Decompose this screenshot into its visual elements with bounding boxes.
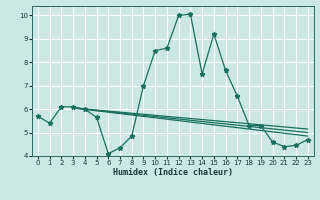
- X-axis label: Humidex (Indice chaleur): Humidex (Indice chaleur): [113, 168, 233, 177]
